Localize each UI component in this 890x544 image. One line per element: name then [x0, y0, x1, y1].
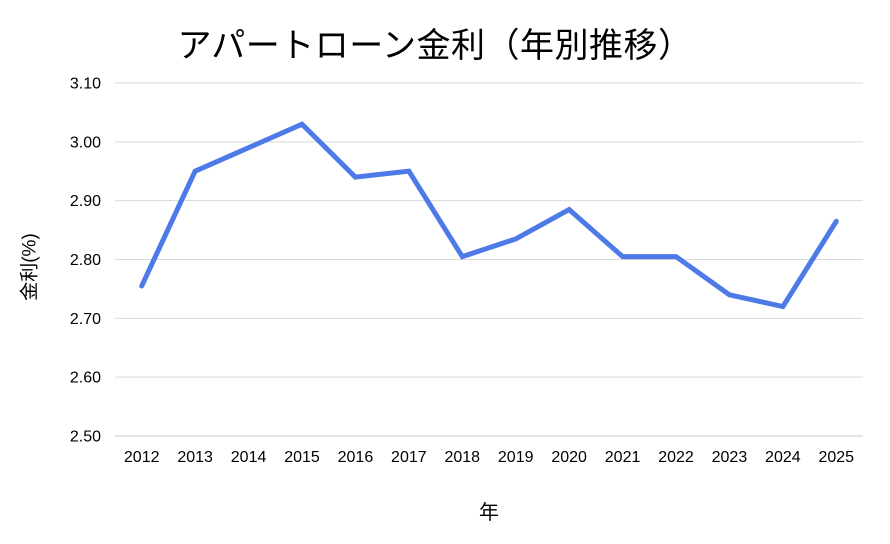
y-tick-label: 2.70 — [70, 311, 101, 328]
y-tick-label: 2.80 — [70, 252, 101, 269]
x-tick-label: 2021 — [605, 449, 641, 466]
x-tick-label: 2012 — [124, 449, 160, 466]
x-tick-label: 2013 — [177, 449, 213, 466]
x-tick-label: 2016 — [338, 449, 374, 466]
x-tick-label: 2014 — [231, 449, 267, 466]
x-tick-label: 2019 — [498, 449, 534, 466]
chart-title: アパートローン金利（年別推移） — [177, 27, 693, 65]
x-tick-label: 2018 — [444, 449, 480, 466]
series-line — [139, 121, 839, 310]
x-tick-label: 2015 — [284, 449, 320, 466]
y-tick-label: 3.00 — [70, 134, 101, 151]
x-tick-label: 2020 — [551, 449, 587, 466]
x-tick-label: 2022 — [658, 449, 694, 466]
x-tick-label: 2023 — [712, 449, 748, 466]
y-tick-label: 2.60 — [70, 370, 101, 387]
y-tick-label: 2.50 — [70, 429, 101, 446]
x-tick-label: 2024 — [765, 449, 801, 466]
x-tick-label: 2017 — [391, 449, 427, 466]
y-tick-label: 3.10 — [70, 76, 101, 93]
x-tick-label: 2025 — [818, 449, 854, 466]
y-tick-label: 2.90 — [70, 193, 101, 210]
x-axis-title: 年 — [479, 502, 499, 524]
